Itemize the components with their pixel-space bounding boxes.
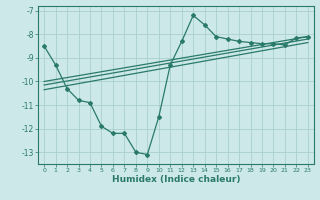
X-axis label: Humidex (Indice chaleur): Humidex (Indice chaleur) — [112, 175, 240, 184]
